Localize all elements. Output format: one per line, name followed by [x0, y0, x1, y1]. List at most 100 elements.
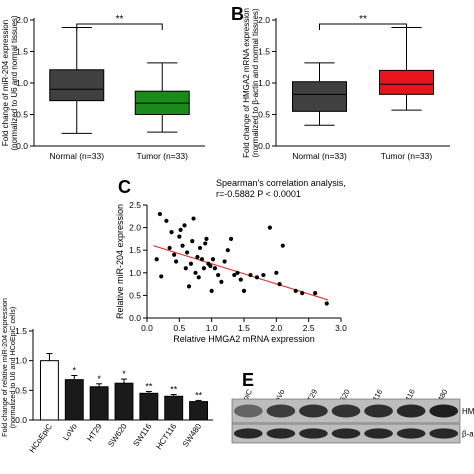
- bar: [189, 401, 209, 421]
- scatter-point: [172, 252, 177, 257]
- y-tick-label: 0.5: [15, 385, 27, 395]
- category-label: Normal (n=33): [292, 151, 347, 161]
- bar: [139, 392, 159, 421]
- y-tick-label: 2.5: [129, 200, 141, 210]
- scatter-point: [193, 270, 198, 275]
- panel-a-boxplot: 0.0 0.5 1.0 1.5 2.0 Fold change of miR-204 ex…: [1, 14, 205, 161]
- chart-subtitle: r=-0.5882 P < 0.0001: [216, 189, 301, 199]
- y-tick-label: 1.5: [129, 245, 141, 255]
- category-label: Tumor (n=33): [137, 151, 189, 161]
- y-tick-label: 1.0: [15, 356, 27, 366]
- y-tick-label: 2.0: [16, 15, 28, 25]
- scatter-point: [159, 274, 164, 279]
- y-axis-label: (normalized to U6 and normal tissues): [10, 15, 19, 151]
- blot-band: [364, 428, 393, 439]
- y-tick-label: 1.0: [129, 268, 141, 278]
- scatter-point: [164, 218, 169, 223]
- y-tick-label: 1.0: [16, 78, 28, 88]
- y-axis-label: Relative miR-204 expression: [115, 204, 125, 319]
- significance-stars: **: [195, 390, 203, 400]
- blot-band: [396, 404, 426, 418]
- blot-band: [331, 428, 361, 439]
- scatter-point: [212, 266, 217, 271]
- scatter-point: [178, 227, 183, 232]
- y-tick-label: 1.0: [258, 78, 270, 88]
- scatter-point: [225, 248, 230, 253]
- category-label: SW116: [131, 422, 153, 449]
- y-tick-label: 0.5: [258, 110, 270, 120]
- category-label: HCoEpiC: [28, 422, 55, 455]
- x-axis-label: Relative HMGA2 mRNA expression: [173, 334, 315, 344]
- x-tick-label: 2.0: [270, 323, 282, 333]
- blot-band: [233, 404, 263, 418]
- panel-c-scatter: Spearman's correlation analysis,r=-0.588…: [115, 178, 347, 344]
- y-tick-label: 1.5: [16, 47, 28, 57]
- category-label: LoVo: [61, 422, 79, 443]
- y-axis-label: (normalized to U6 and HCoEpiC cells): [8, 307, 17, 428]
- y-axis-label: (normalized to β-actin and normal tissue…: [251, 8, 260, 157]
- blot-band: [331, 404, 361, 418]
- scatter-point: [195, 254, 200, 260]
- scatter-point: [313, 291, 318, 296]
- y-tick-label: 0.0: [258, 141, 270, 151]
- blot-band: [429, 404, 459, 418]
- blot-band: [429, 428, 459, 439]
- blot-row-label: HM: [462, 407, 474, 416]
- scatter-point: [174, 259, 179, 264]
- scatter-point: [280, 243, 285, 248]
- category-label: HCT116: [154, 422, 178, 452]
- scatter-point: [238, 277, 243, 282]
- scatter-point: [209, 288, 214, 293]
- scatter-point: [248, 272, 253, 278]
- scatter-point: [277, 282, 282, 287]
- scatter-point: [199, 257, 205, 262]
- scatter-point: [191, 216, 196, 221]
- significance-stars: **: [359, 14, 367, 25]
- scatter-point: [228, 236, 234, 241]
- blot-band: [364, 404, 393, 418]
- significance-bracket: [319, 23, 407, 30]
- blot-band: [266, 428, 296, 439]
- x-tick-label: 1.0: [206, 323, 218, 333]
- y-tick-label: 1.5: [258, 47, 270, 57]
- y-tick-label: 0.5: [16, 110, 28, 120]
- significance-stars: *: [73, 366, 77, 376]
- category-label: SW480: [181, 422, 204, 449]
- y-axis-label: Fold change of HMGA2 mRNA expression: [242, 8, 251, 158]
- y-axis-label: Fold change of relative miR-204 expressi…: [0, 298, 9, 437]
- scatter-point: [167, 245, 172, 251]
- scatter-point: [261, 272, 266, 278]
- chart-title: Spearman's correlation analysis,: [216, 178, 346, 188]
- scatter-point: [208, 263, 213, 269]
- x-tick-label: 1.5: [238, 323, 250, 333]
- box-iqr: [49, 69, 105, 102]
- panel-b-letter: B: [231, 4, 244, 24]
- significance-stars: **: [170, 384, 178, 394]
- scatter-point: [157, 211, 163, 217]
- scatter-point: [188, 261, 194, 266]
- y-tick-label: 0.0: [16, 141, 28, 151]
- x-tick-label: 0.0: [141, 323, 153, 333]
- scatter-point: [184, 250, 190, 255]
- scatter-point: [186, 284, 192, 289]
- blot-band: [266, 404, 296, 418]
- y-tick-label: 2.0: [129, 223, 141, 233]
- scatter-point: [183, 266, 188, 271]
- scatter-point: [203, 241, 208, 246]
- scatter-point: [204, 236, 209, 241]
- scatter-point: [232, 272, 237, 278]
- panel-e-letter: E: [242, 370, 254, 390]
- blot-row-label: β-a: [462, 430, 474, 439]
- scatter-point: [210, 257, 216, 262]
- scatter-point: [222, 259, 227, 264]
- panel-b-boxplot: 0.0 0.5 1.0 1.5 2.0 Fold change of HMGA2 mRNA…: [242, 8, 450, 161]
- regression-line: [153, 245, 329, 301]
- scatter-point: [169, 230, 174, 235]
- bar: [64, 379, 84, 421]
- x-tick-label: 3.0: [335, 323, 347, 333]
- scatter-point: [216, 272, 221, 278]
- blot-band: [396, 428, 426, 439]
- panel-c-letter: C: [118, 177, 131, 197]
- bar: [89, 386, 109, 421]
